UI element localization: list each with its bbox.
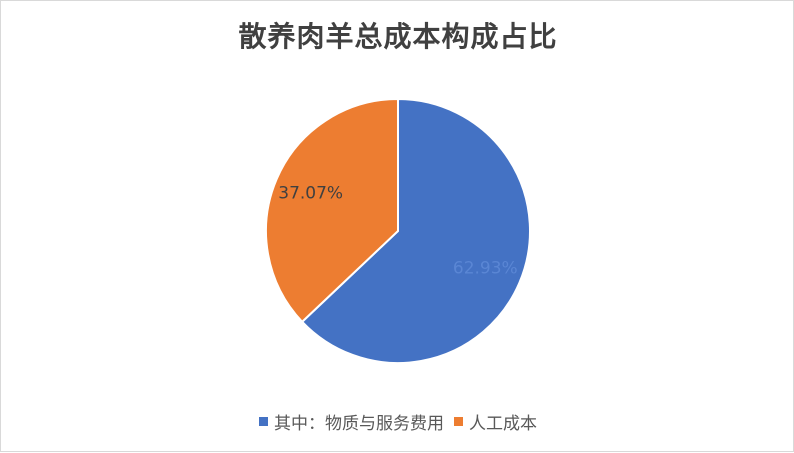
- legend: 其中：物质与服务费用 人工成本: [1, 409, 794, 434]
- legend-item-labor-cost: 人工成本: [454, 409, 537, 434]
- chart-title: 散养肉羊总成本构成占比: [238, 20, 558, 53]
- data-label-material-service: 62.93%: [453, 259, 518, 279]
- legend-item-material-service: 其中：物质与服务费用: [259, 409, 444, 434]
- legend-swatch-labor-cost: [454, 417, 463, 426]
- data-label-labor-cost: 37.07%: [278, 183, 343, 203]
- legend-label-labor-cost: 人工成本: [469, 414, 537, 434]
- legend-label-material-service: 其中：物质与服务费用: [274, 414, 444, 434]
- legend-swatch-material-service: [259, 417, 268, 426]
- pie-slice-labor-cost: [265, 97, 399, 324]
- pie-slice-material-service: [300, 97, 531, 364]
